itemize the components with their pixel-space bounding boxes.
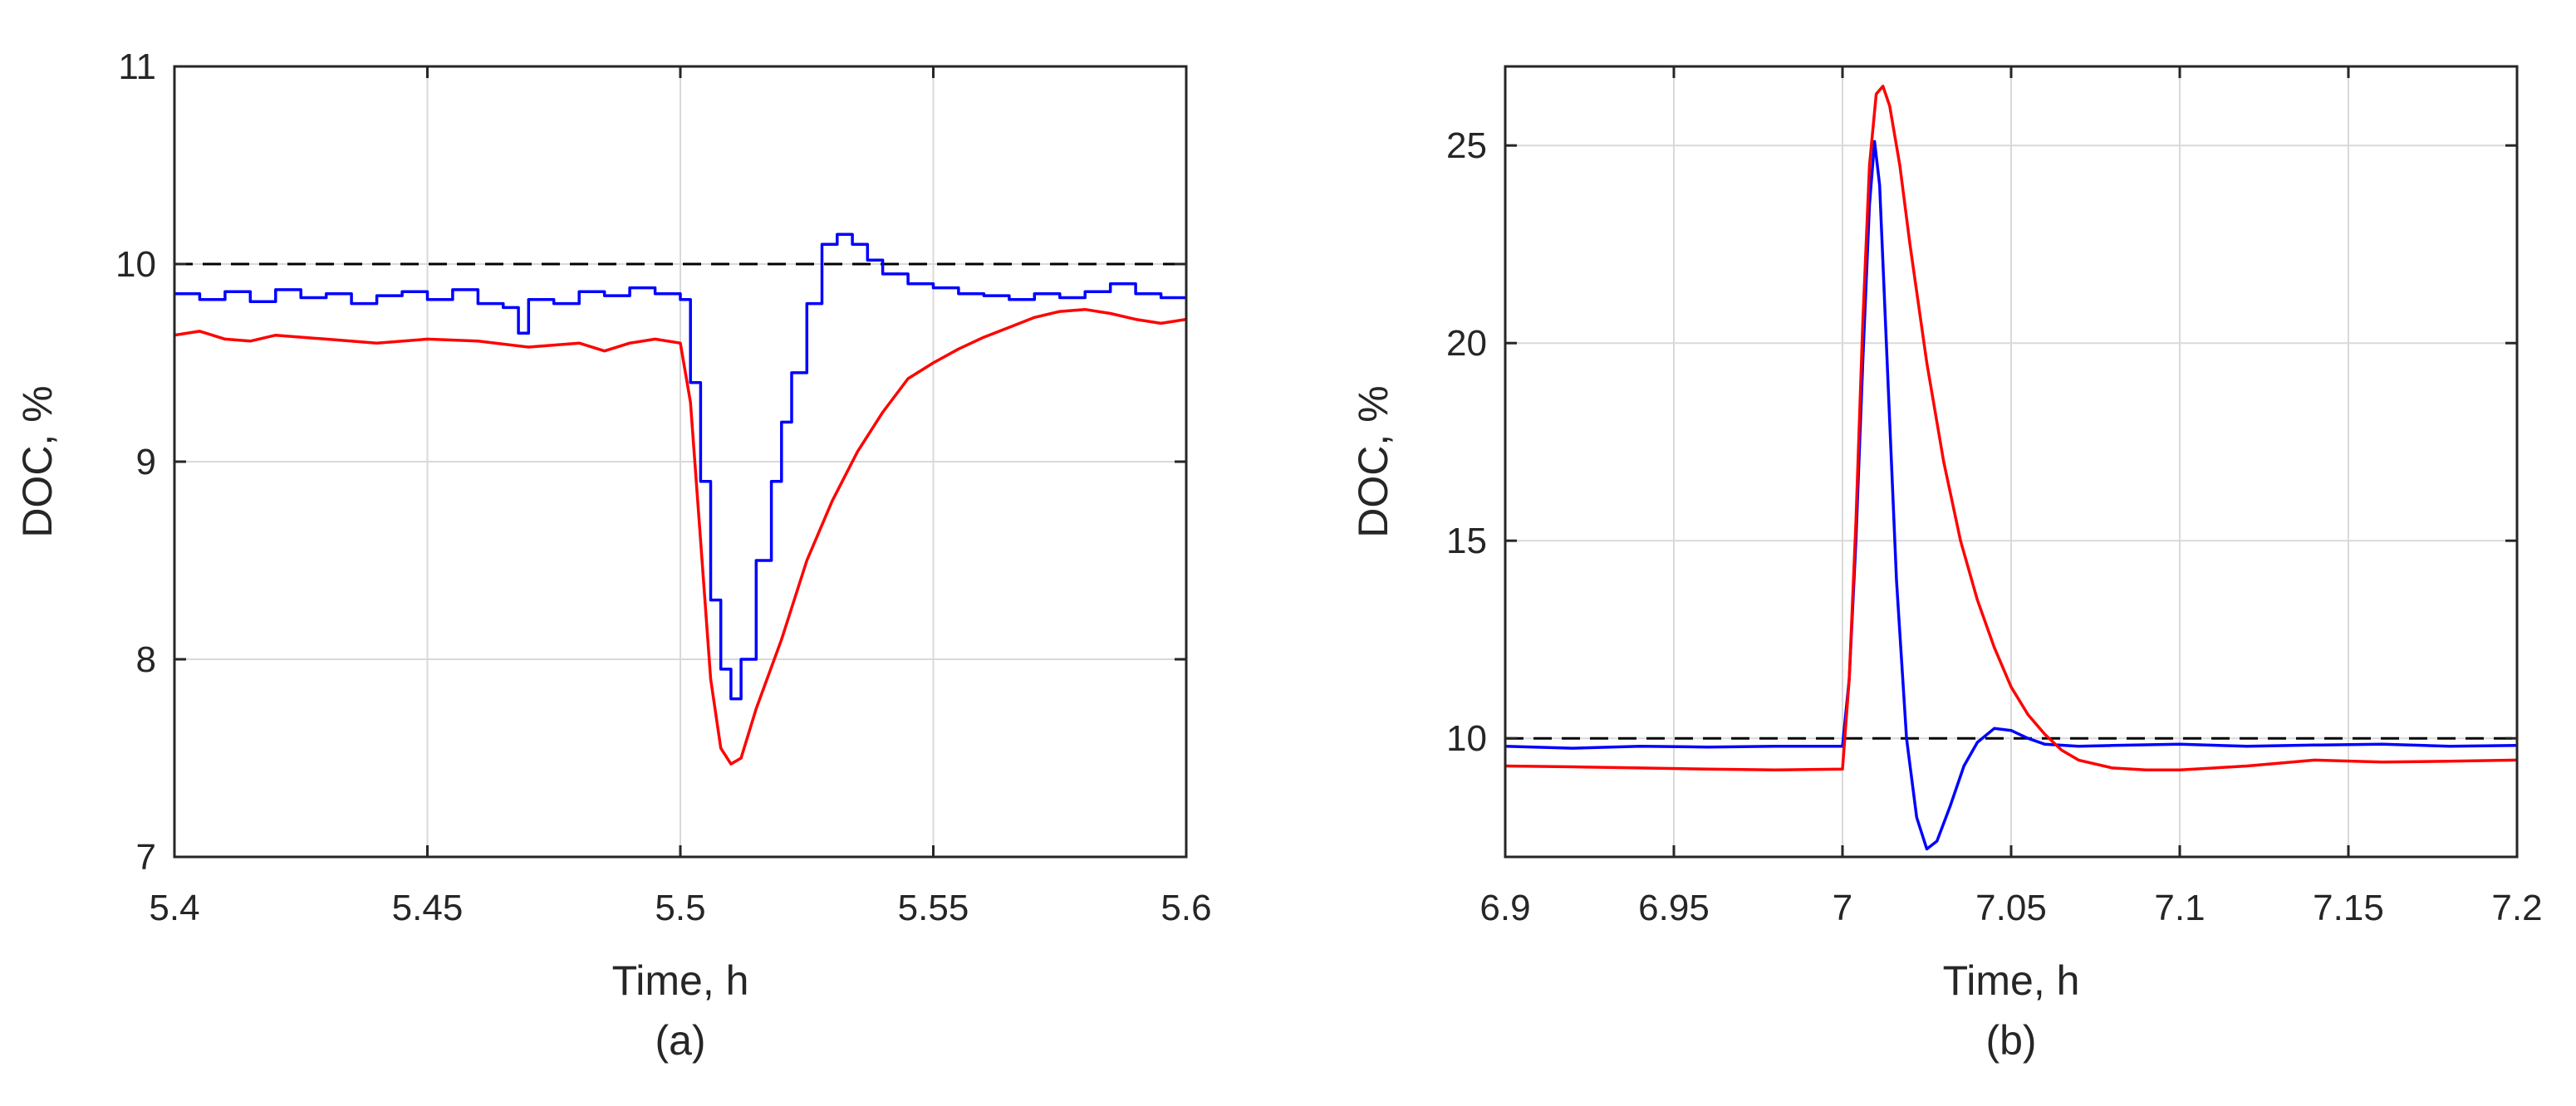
y-tick-label: 25 xyxy=(1446,125,1487,166)
panel-b: 6.9 6.95 7 7.05 7.1 7.15 7.2 10 15 20 25 Time, h DOC… xyxy=(1350,65,2543,1064)
y-tick-label: 10 xyxy=(115,244,156,285)
series-line-1 xyxy=(174,307,1186,766)
y-tick-label: 8 xyxy=(136,639,156,680)
x-tick-label: 5.6 xyxy=(1160,888,1211,928)
x-axis-label: Time, h xyxy=(612,957,749,1004)
y-tick-label: 10 xyxy=(1446,718,1487,759)
series-line-1 xyxy=(1505,85,2517,772)
y-axis-label: DOC, % xyxy=(14,385,61,537)
panel-a: 5.4 5.45 5.5 5.55 5.6 7 8 9 10 11 Time, h DOC, % (a) xyxy=(14,46,1212,1064)
x-tick-label: 5.5 xyxy=(655,888,705,928)
panel-caption: (b) xyxy=(1985,1017,2036,1064)
x-tick-label: 5.4 xyxy=(149,888,199,928)
x-tick-label: 6.95 xyxy=(1638,888,1710,928)
y-tick-label: 9 xyxy=(136,442,156,482)
y-axis-label: DOC, % xyxy=(1350,385,1396,537)
series-line-0 xyxy=(174,232,1186,701)
x-axis-label: Time, h xyxy=(1943,957,2080,1004)
x-tick-label: 7 xyxy=(1833,888,1852,928)
x-tick-label: 7.15 xyxy=(2313,888,2384,928)
x-tick-label: 7.1 xyxy=(2154,888,2205,928)
x-tick-label: 5.55 xyxy=(898,888,969,928)
y-tick-label: 20 xyxy=(1446,323,1487,364)
y-tick-label: 7 xyxy=(136,837,156,878)
y-tick-label: 15 xyxy=(1446,521,1487,561)
x-tick-label: 7.2 xyxy=(2491,888,2542,928)
y-tick-label: 11 xyxy=(118,46,156,87)
x-tick-label: 7.05 xyxy=(1975,888,2047,928)
x-tick-label: 6.9 xyxy=(1479,888,1530,928)
x-tick-label: 5.45 xyxy=(392,888,464,928)
panel-caption: (a) xyxy=(655,1017,705,1064)
